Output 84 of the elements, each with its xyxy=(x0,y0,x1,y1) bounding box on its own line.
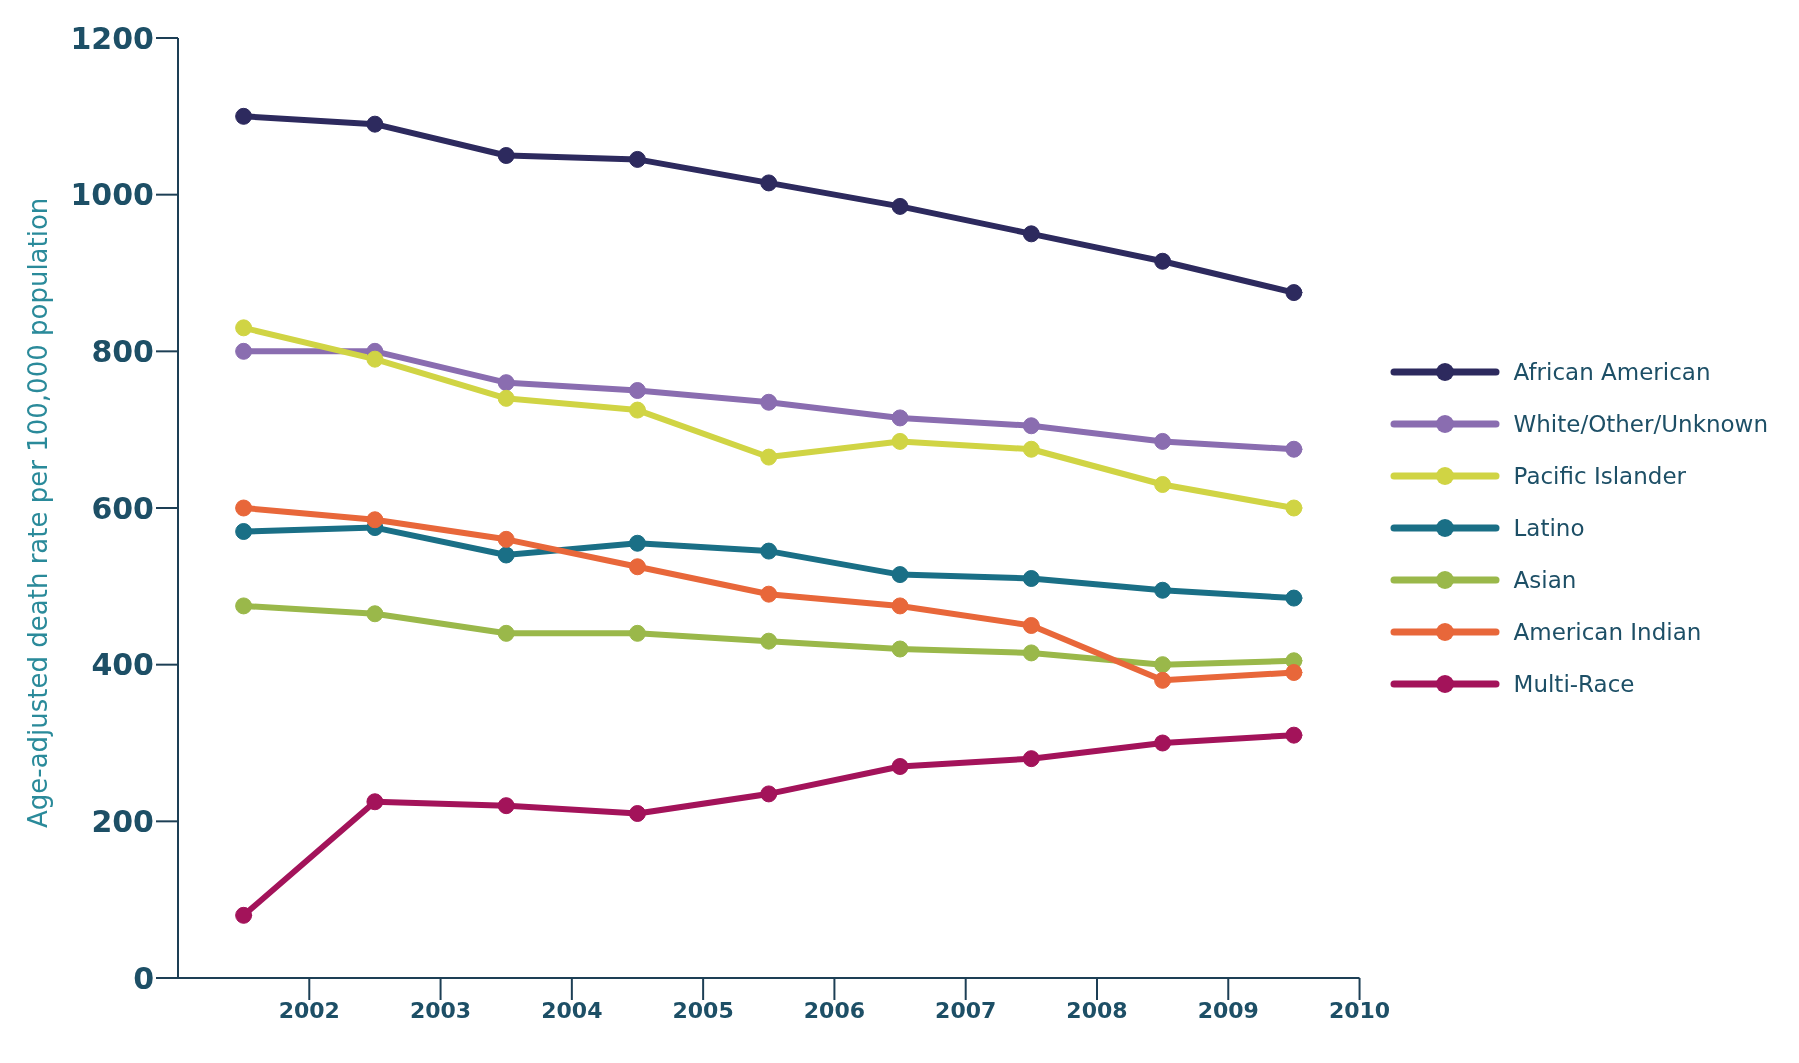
point xyxy=(1285,589,1303,607)
x-tick-label: 2004 xyxy=(541,997,603,1023)
point xyxy=(235,499,253,517)
point xyxy=(1022,225,1040,243)
point xyxy=(891,566,909,584)
point xyxy=(628,534,646,552)
point xyxy=(497,374,515,392)
y-tick-label: 1200 xyxy=(70,20,154,56)
point xyxy=(497,530,515,548)
point xyxy=(366,115,384,133)
point xyxy=(235,906,253,924)
point xyxy=(1285,664,1303,681)
point xyxy=(1022,617,1040,634)
point xyxy=(497,797,515,815)
y-tick-label: 1000 xyxy=(70,177,154,213)
point xyxy=(497,147,515,164)
point xyxy=(235,107,253,125)
point xyxy=(366,511,384,529)
point xyxy=(628,382,646,399)
y-tick-label: 800 xyxy=(91,333,154,369)
point xyxy=(1154,476,1172,493)
point xyxy=(760,585,778,603)
x-tick-label: 2003 xyxy=(409,997,472,1023)
legend-label: Pacific Islander xyxy=(1513,463,1686,489)
legend-label: American Indian xyxy=(1513,619,1702,645)
point xyxy=(891,197,909,215)
point xyxy=(628,805,646,822)
point xyxy=(366,350,384,368)
point xyxy=(891,758,909,775)
y-tick-label: 600 xyxy=(91,490,154,526)
x-tick-label: 2007 xyxy=(935,997,997,1023)
point xyxy=(1022,644,1040,662)
point xyxy=(891,432,909,450)
y-tick-label: 0 xyxy=(133,960,154,996)
point xyxy=(760,174,778,192)
point xyxy=(1154,671,1172,689)
point xyxy=(235,523,253,540)
point xyxy=(1285,499,1303,517)
point xyxy=(760,542,778,560)
point xyxy=(1022,570,1040,587)
point xyxy=(366,605,384,623)
x-tick-label: 2008 xyxy=(1066,997,1128,1023)
legend-label: Multi-Race xyxy=(1513,671,1635,697)
x-tick-label: 2010 xyxy=(1328,997,1391,1023)
point xyxy=(1022,417,1040,435)
point xyxy=(891,597,909,615)
point xyxy=(1285,284,1303,302)
point xyxy=(1022,440,1040,458)
point xyxy=(1022,750,1040,768)
point xyxy=(235,342,253,360)
y-tick-label: 400 xyxy=(91,647,154,683)
point xyxy=(760,448,778,466)
point xyxy=(1154,252,1172,270)
point xyxy=(1285,440,1303,458)
y-tick-label: 200 xyxy=(91,803,154,839)
point xyxy=(760,632,778,650)
legend-label: African American xyxy=(1513,359,1711,385)
x-tick-label: 2002 xyxy=(278,997,340,1023)
x-tick-label: 2009 xyxy=(1197,997,1259,1023)
point xyxy=(1154,581,1172,599)
point xyxy=(235,319,253,337)
y-axis-title: Age-adjusted death rate per 100,000 population xyxy=(23,197,54,828)
point xyxy=(628,401,646,419)
point xyxy=(1154,432,1172,450)
point xyxy=(760,785,778,803)
point xyxy=(1285,726,1303,744)
point xyxy=(628,558,646,576)
point xyxy=(235,597,253,615)
legend-label: White/Other/Unknown xyxy=(1513,411,1768,437)
point xyxy=(891,409,909,427)
point xyxy=(628,624,646,642)
point xyxy=(891,640,909,658)
point xyxy=(497,389,515,407)
x-tick-label: 2005 xyxy=(672,997,734,1023)
point xyxy=(760,393,778,411)
x-tick-label: 2006 xyxy=(803,997,866,1023)
point xyxy=(497,546,515,564)
legend-label: Asian xyxy=(1513,567,1577,593)
point xyxy=(628,150,646,168)
point xyxy=(497,624,515,642)
legend-label: Latino xyxy=(1513,515,1585,541)
point xyxy=(366,793,384,811)
point xyxy=(1154,734,1172,752)
point xyxy=(1154,656,1172,674)
